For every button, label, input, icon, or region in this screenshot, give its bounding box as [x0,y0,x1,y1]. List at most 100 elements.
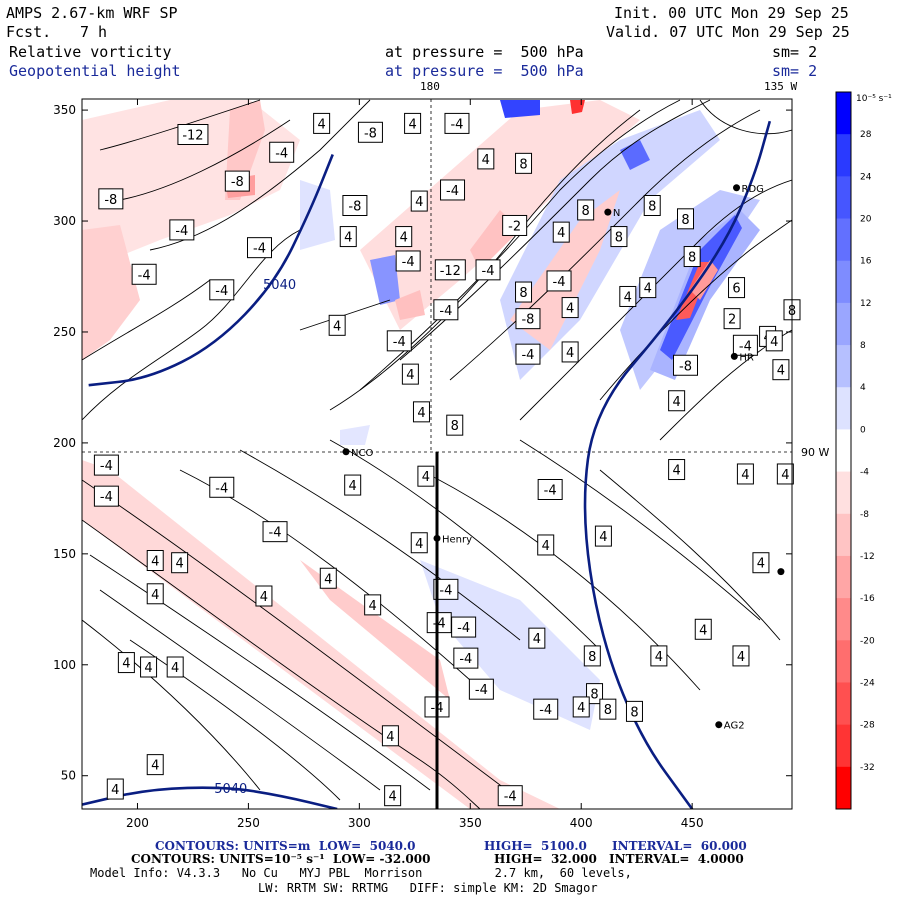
colorbar-swatch [836,766,851,810]
contour-label-text: 4 [542,539,550,554]
contour-label-box [209,279,235,301]
contour-label-box [364,594,382,616]
init-time: Init. 00 UTC Mon 29 Sep 25 [614,4,849,22]
contour-label-box [772,359,790,381]
contour-label-text: -12 [182,129,203,144]
contour-label-text: 4 [770,335,778,350]
contour-label-text: -2 [508,219,521,234]
lon-label-135w: 135 W [764,80,798,93]
contour-label-text: 4 [599,530,607,545]
contour-label-box [444,112,470,134]
colorbar-label: -32 [860,763,875,773]
contour-label-box [412,401,430,423]
contour-label-box [561,341,579,363]
contour-label-text: 4 [482,153,490,168]
contour-label-box [395,226,413,248]
contour-label-text: 4 [672,464,680,479]
contour-label-text: 4 [349,479,357,494]
colorbar-swatch [836,513,851,557]
station-marker [733,184,741,192]
contour-label-box [451,616,477,638]
contour-label-text: -4 [215,284,228,299]
contour-label-text: 4 [151,759,159,774]
contour-label-text: -8 [521,313,534,328]
contour-label-box [650,645,668,667]
contour-label-box [572,696,590,718]
contour-label-text: 8 [519,157,527,172]
contour-label-text: 6 [732,282,740,297]
contour-label-box [440,179,466,201]
contour-label-box [586,683,604,705]
contour-label-box [131,263,157,285]
contour-label-text: 4 [781,468,789,483]
colorbar-label: -4 [860,468,869,478]
contour-label-text: -4 [482,264,495,279]
colorbar-label: 12 [860,299,871,309]
contour-label-text: 4 [557,226,565,241]
contour-label-box [752,552,770,574]
contour-label-box [561,297,579,319]
contour-label-text: 4 [333,319,341,334]
contour-label-text: 4 [777,364,785,379]
contour-label-box [342,195,368,216]
contour-label-box [694,618,712,640]
plot-frame [81,98,793,810]
contour-label-box [497,785,523,807]
x-tick-label: 350 [459,816,482,830]
contour-label-box [594,525,612,547]
contour-label-text: 4 [324,572,332,587]
height-contour-line [583,120,772,809]
contour-label-text: 4 [533,632,541,647]
contour-label-text: -4 [457,621,470,636]
contour-label-box [140,656,158,678]
contour-label-box [732,645,750,667]
colorbar-label: -24 [860,678,875,688]
field1-smooth: sm= 2 [772,43,818,61]
contour-label-box [357,121,383,143]
contour-label-text: 4 [741,468,749,483]
contour-label-box [410,190,428,212]
contour-label-text: -4 [439,304,452,319]
contour-label-box [673,354,698,376]
model-info: Model Info: V4.3.3 No Cu MYJ PBL Morriso… [90,866,632,880]
contour-label-box [98,188,124,210]
colorbar-label: -28 [860,721,875,731]
contour-label-text: 4 [415,195,423,210]
contour-label-box [386,330,412,352]
field1-level: at pressure = 500 hPa [385,43,584,61]
contour-label-box [668,459,686,481]
valid-time: Valid. 07 UTC Mon 29 Sep 25 [606,23,850,41]
contour-label-text: 4 [406,368,414,383]
vorticity-contour-interval: INTERVAL= 4.0000 [609,852,744,866]
vorticity-contour-info: CONTOURS: UNITS=10⁻⁵ s⁻¹ LOW= -32.000 [131,852,431,866]
y-tick-label: 300 [53,214,76,228]
contour-label-box [643,195,661,216]
contour-label-box [434,259,466,281]
x-axis-ticks: 200 250 300 350 400 450 [126,99,704,830]
contour-label-text: 4 [737,650,745,665]
contour-label-text: 4 [655,650,663,665]
height-contours: 5040 5040 [82,120,772,809]
contour-label-box [765,330,783,352]
contour-label-box [468,678,494,700]
contour-label-box [384,785,402,807]
model-info-physics: LW: RRTM SW: RRTMG DIFF: simple KM: 2D S… [258,881,598,895]
contour-label-box [776,463,794,485]
contour-label-box [404,112,422,134]
contour-label-text: 4 [566,302,574,317]
contour-label-text: -4 [553,275,566,290]
contour-label-text: 4 [566,346,574,361]
colorbar-swatch [836,682,851,726]
contour-label-text: -4 [175,224,188,239]
contour-label-box [319,567,337,589]
contour-label-text: 4 [151,555,159,570]
contour-label-box [453,647,479,669]
colorbar-swatch [836,429,851,473]
contour-label-box [169,219,195,241]
contour-label-box [537,534,555,556]
colorbar-label: 8 [860,341,866,351]
x-tick-label: 300 [348,816,371,830]
x-tick-label: 200 [126,816,149,830]
contour-label-box [93,485,119,507]
contour-label-text: 4 [151,588,159,603]
